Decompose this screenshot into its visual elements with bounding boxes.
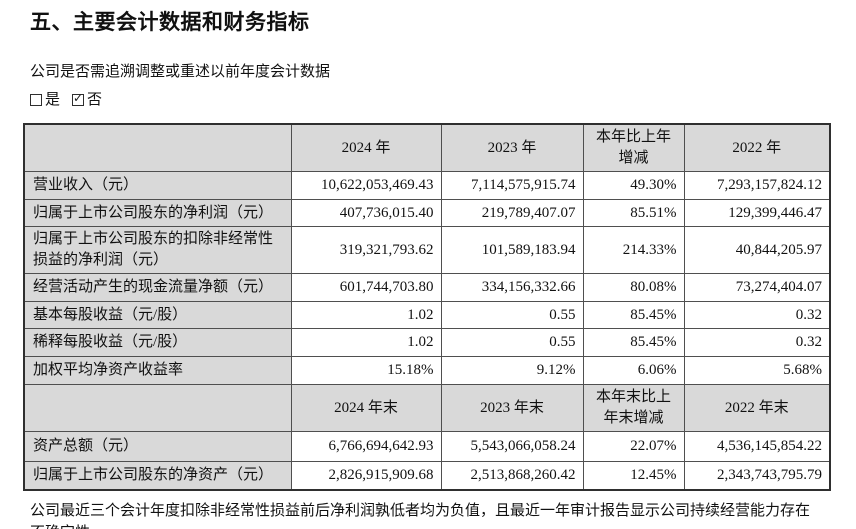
table-row-net-profit: 归属于上市公司股东的净利润（元） 407,736,015.40 219,789,…: [23, 199, 831, 227]
table-row-net-assets: 归属于上市公司股东的净资产（元） 2,826,915,909.68 2,513,…: [23, 461, 831, 490]
value-cell-2024: 6,766,694,642.93: [290, 431, 442, 462]
value-cell-2024: 601,744,703.80: [290, 273, 442, 302]
row-label-cell: 归属于上市公司股东的扣除非经常性损益的净利润（元）: [23, 226, 292, 274]
value-cell-change: 85.45%: [582, 328, 685, 357]
restatement-options: 是 ✓ 否: [30, 91, 856, 109]
value-cell-2024: 319,321,793.62: [290, 226, 442, 274]
row-label-cell: 归属于上市公司股东的净利润（元）: [23, 199, 292, 227]
value-cell-2022: 7,293,157,824.12: [683, 171, 831, 200]
corner-cell: [23, 384, 292, 432]
row-label-cell: 基本每股收益（元/股）: [23, 301, 292, 329]
value-cell-2024: 2,826,915,909.68: [290, 461, 442, 490]
check-icon: ✓: [73, 91, 84, 105]
row-label-cell: 归属于上市公司股东的净资产（元）: [23, 461, 292, 490]
table-row-weighted-roe: 加权平均净资产收益率 15.18% 9.12% 6.06% 5.68%: [23, 356, 831, 385]
checkbox-no-label: 否: [87, 92, 103, 108]
row-label-cell: 经营活动产生的现金流量净额（元）: [23, 273, 292, 302]
value-cell-change: 85.45%: [582, 301, 685, 329]
report-page: 五、主要会计数据和财务指标 公司是否需追溯调整或重述以前年度会计数据 是 ✓ 否…: [0, 9, 856, 529]
value-cell-2022: 40,844,205.97: [683, 226, 831, 274]
value-cell-2022: 5.68%: [683, 356, 831, 385]
row-label-cell: 营业收入（元）: [23, 171, 292, 200]
page-title: 五、主要会计数据和财务指标: [30, 11, 310, 34]
table-row-basic-eps: 基本每股收益（元/股） 1.02 0.55 85.45% 0.32: [23, 301, 831, 329]
restatement-question: 公司是否需追溯调整或重述以前年度会计数据: [30, 64, 331, 80]
value-cell-2024: 1.02: [290, 301, 442, 329]
value-cell-2022: 0.32: [683, 301, 831, 329]
value-cell-2022: 4,536,145,854.22: [683, 431, 831, 462]
year-header-2024: 2024 年: [290, 123, 442, 172]
value-cell-change: 80.08%: [582, 273, 685, 302]
value-cell-2024: 1.02: [290, 328, 442, 357]
financial-indicators-table: 2024 年 2023 年 本年比上年增减 2022 年 营业收入（元） 10,…: [23, 123, 831, 491]
checkbox-no[interactable]: ✓ 否: [72, 91, 102, 109]
value-cell-2022: 129,399,446.47: [683, 199, 831, 227]
value-cell-2023: 5,543,066,058.24: [440, 431, 584, 462]
year-header-2022: 2022 年: [683, 123, 831, 172]
value-cell-change: 6.06%: [582, 356, 685, 385]
row-label-cell: 资产总额（元）: [23, 431, 292, 462]
table-row-diluted-eps: 稀释每股收益（元/股） 1.02 0.55 85.45% 0.32: [23, 328, 831, 357]
year-header-2023: 2023 年: [440, 123, 584, 172]
value-cell-change: 214.33%: [582, 226, 685, 274]
table-row-revenue: 营业收入（元） 10,622,053,469.43 7,114,575,915.…: [23, 171, 831, 200]
value-cell-2023: 0.55: [440, 301, 584, 329]
value-cell-change: 49.30%: [582, 171, 685, 200]
row-label-cell: 加权平均净资产收益率: [23, 356, 292, 385]
yearend-header-2022: 2022 年末: [683, 384, 831, 432]
row-label-cell: 稀释每股收益（元/股）: [23, 328, 292, 357]
table-row-total-assets: 资产总额（元） 6,766,694,642.93 5,543,066,058.2…: [23, 431, 831, 462]
corner-cell: [23, 123, 292, 172]
value-cell-2023: 9.12%: [440, 356, 584, 385]
value-cell-change: 22.07%: [582, 431, 685, 462]
period-header-row-yearend: 2024 年末 2023 年末 本年末比上年末增减 2022 年末: [23, 384, 831, 432]
value-cell-change: 85.51%: [582, 199, 685, 227]
table-row-operating-cash-flow: 经营活动产生的现金流量净额（元） 601,744,703.80 334,156,…: [23, 273, 831, 302]
value-cell-2023: 7,114,575,915.74: [440, 171, 584, 200]
checkbox-checked-icon[interactable]: ✓: [72, 91, 85, 106]
value-cell-2023: 101,589,183.94: [440, 226, 584, 274]
table-row-net-profit-deducted: 归属于上市公司股东的扣除非经常性损益的净利润（元） 319,321,793.62…: [23, 226, 831, 274]
yearend-header-2024: 2024 年末: [290, 384, 442, 432]
yoy-change-header: 本年比上年增减: [582, 123, 685, 172]
value-cell-2022: 0.32: [683, 328, 831, 357]
yearend-change-header: 本年末比上年末增减: [582, 384, 685, 432]
period-header-row-annual: 2024 年 2023 年 本年比上年增减 2022 年: [23, 123, 831, 172]
value-cell-2024: 15.18%: [290, 356, 442, 385]
value-cell-change: 12.45%: [582, 461, 685, 490]
value-cell-2023: 219,789,407.07: [440, 199, 584, 227]
value-cell-2023: 2,513,868,260.42: [440, 461, 584, 490]
value-cell-2023: 0.55: [440, 328, 584, 357]
checkbox-unchecked-icon[interactable]: [30, 94, 42, 106]
checkbox-yes-label: 是: [45, 92, 61, 108]
checkbox-yes[interactable]: 是: [30, 91, 60, 109]
value-cell-2023: 334,156,332.66: [440, 273, 584, 302]
value-cell-2024: 407,736,015.40: [290, 199, 442, 227]
value-cell-2022: 2,343,743,795.79: [683, 461, 831, 490]
value-cell-2024: 10,622,053,469.43: [290, 171, 442, 200]
yearend-header-2023: 2023 年末: [440, 384, 584, 432]
going-concern-footnote: 公司最近三个会计年度扣除非经常性损益前后净利润孰低者均为负值，且最近一年审计报告…: [30, 502, 811, 529]
value-cell-2022: 73,274,404.07: [683, 273, 831, 302]
